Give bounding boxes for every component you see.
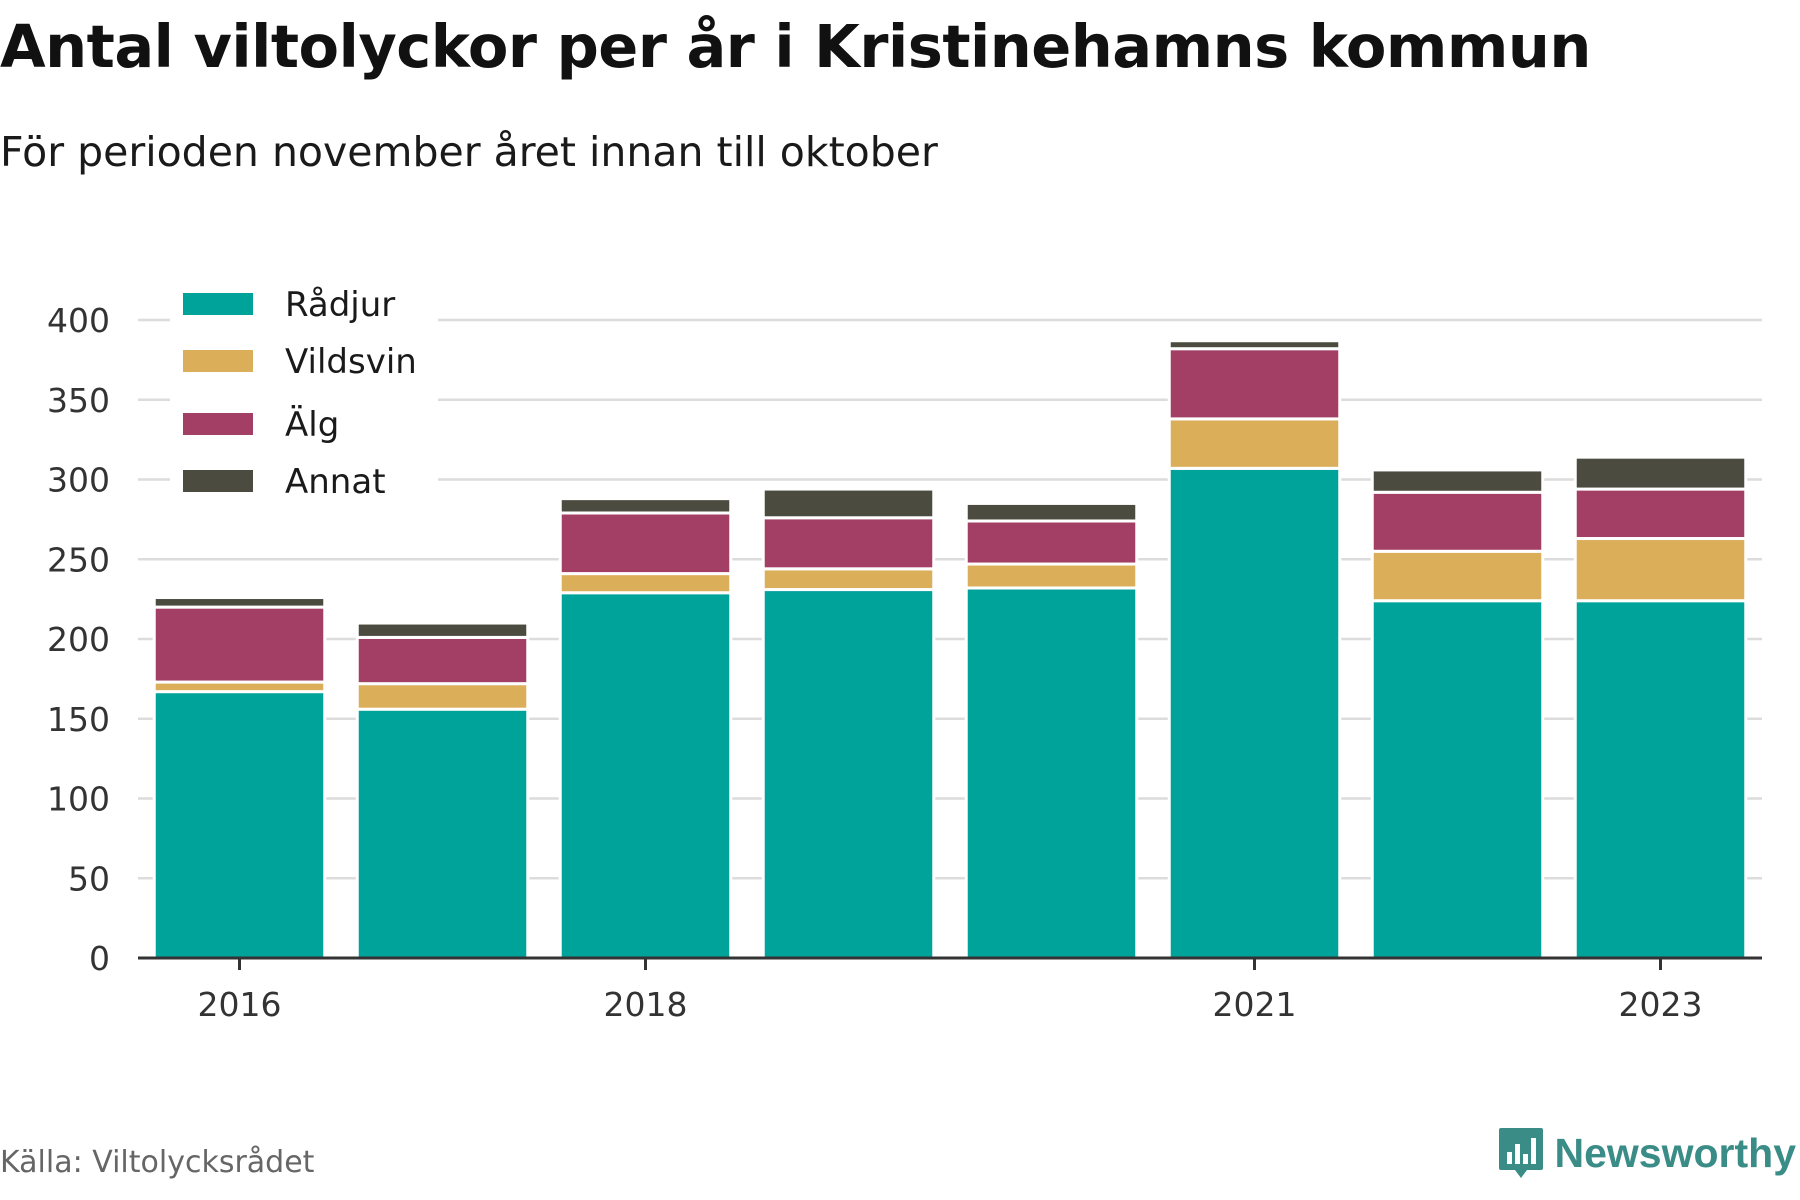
bar-segment-annat [1573,455,1748,491]
y-tick-label: 100 [47,780,110,819]
bar-segment-annat [355,621,530,639]
y-tick-label: 400 [47,301,110,340]
bar-segment-annat [1167,339,1342,351]
bar-segment-älg [355,635,530,686]
x-tick-label: 2023 [1619,985,1703,1024]
legend-label-älg: Älg [285,405,339,445]
newsworthy-logo-icon [1498,1128,1543,1178]
bar-segment-älg [152,605,327,684]
bar-segment-älg [761,516,936,571]
bar-segment-rådjur [964,586,1139,960]
bar-segment-rådjur [1573,599,1748,960]
bar-segment-rådjur [1167,466,1342,960]
source-note: Källa: Viltolycksrådet [0,1145,315,1180]
legend-label-vildsvin: Vildsvin [285,342,417,382]
bar-segment-vildsvin [761,567,936,592]
x-tick-label: 2018 [604,985,688,1024]
y-tick-label: 50 [68,859,110,898]
y-tick-label: 0 [89,939,110,978]
bar-segment-älg [1573,487,1748,541]
legend-swatch-älg [183,413,253,435]
bar-segment-annat [1370,468,1545,494]
bar-segment-annat [964,501,1139,523]
y-tick-label: 350 [47,381,110,420]
bar-segment-rådjur [355,707,530,960]
bar-segment-rådjur [558,591,733,960]
bar-segment-annat [558,497,733,515]
chart-subtitle: För perioden november året innan till ok… [0,128,938,176]
legend-swatch-rådjur [183,293,253,315]
bar-segment-vildsvin [1573,537,1748,603]
bar-segment-älg [1167,347,1342,421]
bar-segment-annat [152,596,327,609]
legend-swatch-vildsvin [183,350,253,372]
bar-segment-annat [761,487,936,520]
y-tick-label: 200 [47,620,110,659]
y-axis-ticks: 0 50 100 150 200 250 300 350 400 [47,301,110,978]
bar-segment-vildsvin [1370,549,1545,603]
x-axis: 2016 2018 2021 2023 [138,956,1762,1024]
brand-logo: Newsworthy [1497,1126,1797,1180]
bar-segment-vildsvin [558,572,733,595]
chart-title: Antal viltolyckor per år i Kristinehamns… [0,12,1591,81]
bar-segment-älg [558,511,733,576]
bar-segment-vildsvin [1167,417,1342,470]
x-tick-label: 2016 [198,985,282,1024]
y-tick-label: 250 [47,540,110,579]
bar-segment-rådjur [152,690,327,960]
bars [152,339,1748,960]
bar-segment-vildsvin [355,682,530,711]
bar-segment-älg [964,519,1139,566]
y-tick-label: 150 [47,700,110,739]
x-tick-label: 2021 [1213,985,1297,1024]
legend-label-annat: Annat [285,462,386,502]
bar-segment-älg [1370,490,1545,553]
y-tick-label: 300 [47,461,110,500]
bar-segment-vildsvin [964,562,1139,590]
legend-swatch-annat [183,470,253,492]
bar-segment-rådjur [761,588,936,960]
legend: Rådjur Vildsvin Älg Annat [170,272,438,508]
brand-name: Newsworthy [1554,1129,1797,1176]
legend-label-rådjur: Rådjur [285,285,395,325]
bar-segment-rådjur [1370,599,1545,960]
